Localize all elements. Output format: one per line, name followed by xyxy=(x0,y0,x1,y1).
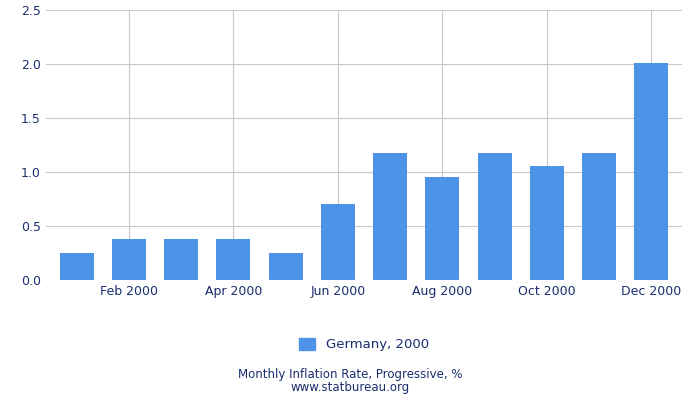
Bar xyxy=(321,204,355,280)
Legend: Germany, 2000: Germany, 2000 xyxy=(294,332,434,356)
Bar xyxy=(530,166,564,280)
Bar xyxy=(164,239,198,280)
Bar xyxy=(216,239,251,280)
Text: Monthly Inflation Rate, Progressive, %: Monthly Inflation Rate, Progressive, % xyxy=(238,368,462,381)
Bar xyxy=(60,253,94,280)
Bar xyxy=(634,63,668,280)
Bar xyxy=(426,178,459,280)
Bar xyxy=(373,152,407,280)
Text: www.statbureau.org: www.statbureau.org xyxy=(290,381,410,394)
Bar xyxy=(112,239,146,280)
Bar xyxy=(269,253,302,280)
Bar xyxy=(477,152,512,280)
Bar xyxy=(582,152,616,280)
